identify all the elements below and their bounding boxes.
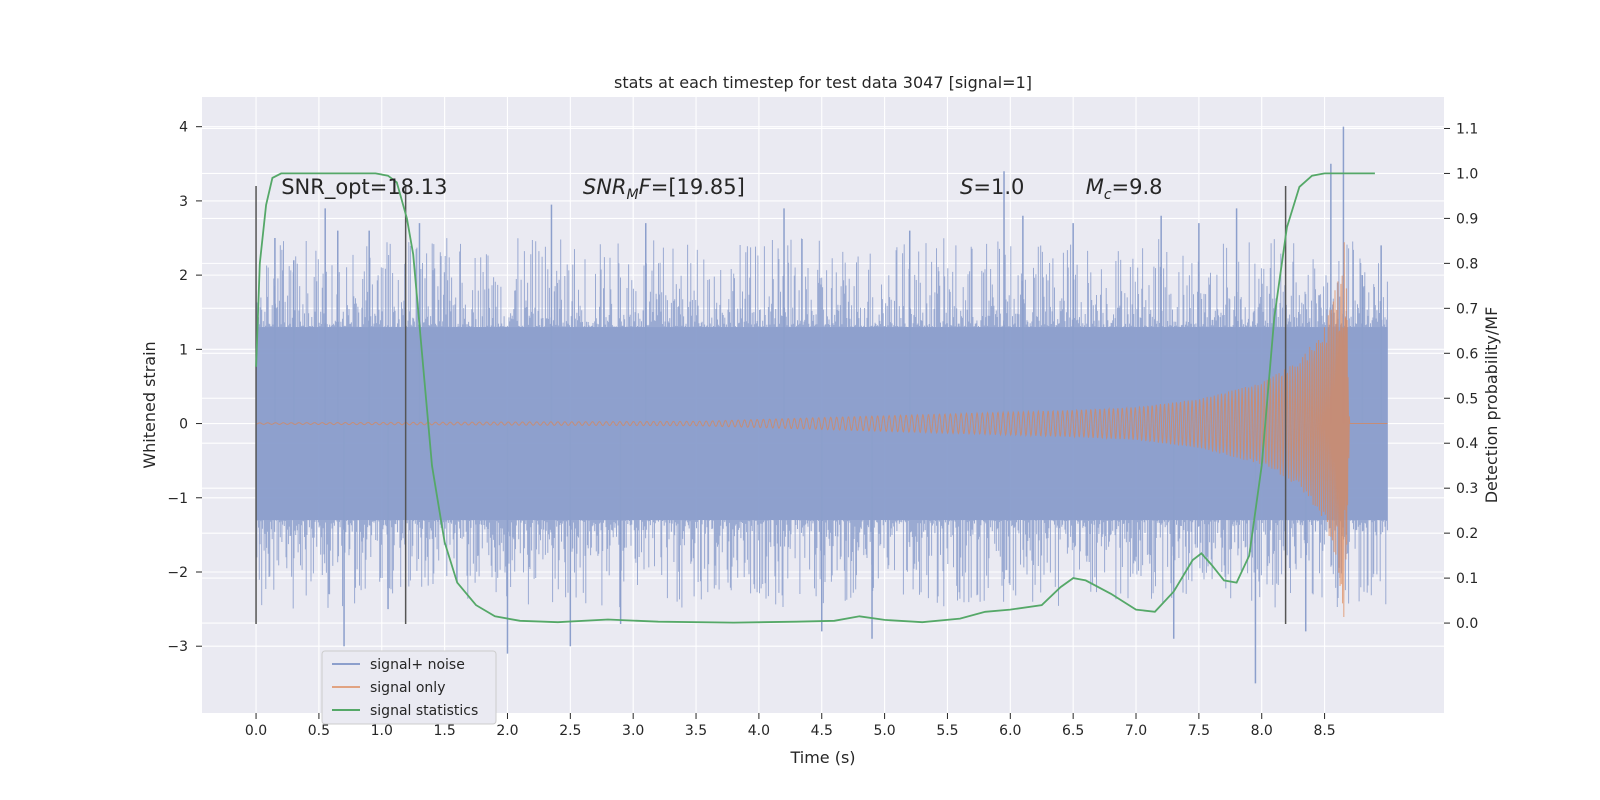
x-tick-label: 0.5 bbox=[308, 723, 330, 739]
series-signal-only bbox=[255, 242, 1388, 617]
y-left-tick-label: −2 bbox=[167, 565, 188, 581]
y-right-tick-label: 1.0 bbox=[1456, 166, 1478, 182]
y-right-axis-ticks: 0.0 0.1 0.2 0.3 0.4 0.5 0.6 0.7 0.8 0.9 1.0 1.1 bbox=[1444, 121, 1478, 632]
x-tick-label: 4.5 bbox=[811, 723, 833, 739]
annotation-snr-mf: SNRMF=[19.85] bbox=[583, 175, 745, 203]
y-left-tick-label: 4 bbox=[179, 120, 188, 136]
y-right-tick-label: 0.7 bbox=[1456, 301, 1478, 317]
x-tick-label: 8.0 bbox=[1251, 723, 1273, 739]
series-signal-statistics bbox=[255, 172, 1375, 624]
legend-label-signal-noise: signal+ noise bbox=[370, 657, 465, 673]
y-left-tick-label: 0 bbox=[179, 417, 188, 433]
x-tick-label: 0.0 bbox=[245, 723, 267, 739]
legend: signal+ noise signal only signal statist… bbox=[321, 650, 497, 725]
x-tick-label: 8.5 bbox=[1313, 723, 1335, 739]
x-axis-label: Time (s) bbox=[789, 748, 855, 767]
y-right-tick-label: 1.1 bbox=[1456, 121, 1478, 137]
y-left-tick-label: 2 bbox=[179, 268, 188, 284]
y-right-tick-label: 0.3 bbox=[1456, 481, 1478, 497]
y-right-tick-label: 0.4 bbox=[1456, 436, 1478, 452]
x-tick-label: 3.5 bbox=[685, 723, 707, 739]
chart-title: stats at each timestep for test data 304… bbox=[614, 73, 1032, 92]
y-right-tick-label: 0.2 bbox=[1456, 526, 1478, 542]
x-tick-label: 1.0 bbox=[371, 723, 393, 739]
y-right-tick-label: 0.8 bbox=[1456, 256, 1478, 272]
y-right-tick-label: 0.0 bbox=[1456, 616, 1478, 632]
x-tick-label: 3.0 bbox=[622, 723, 644, 739]
y-left-tick-label: 1 bbox=[179, 342, 188, 358]
legend-label-signal-only: signal only bbox=[370, 680, 445, 696]
legend-label-signal-statistics: signal statistics bbox=[370, 703, 478, 719]
x-tick-label: 2.5 bbox=[559, 723, 581, 739]
signal-statistics-line bbox=[255, 172, 1375, 624]
y-left-tick-label: −1 bbox=[167, 491, 188, 507]
y-right-tick-label: 0.1 bbox=[1456, 571, 1478, 587]
annotation-snr-opt: SNR_opt=18.13 bbox=[281, 175, 447, 200]
y-left-axis-label: Whitened strain bbox=[140, 341, 159, 468]
x-tick-label: 5.5 bbox=[936, 723, 958, 739]
y-left-axis-ticks: −3 −2 −1 0 1 2 3 4 bbox=[167, 120, 202, 655]
y-right-tick-label: 0.5 bbox=[1456, 391, 1478, 407]
annotations: SNR_opt=18.13 SNRMF=[19.85] S=1.0 Mc=9.8 bbox=[281, 175, 1162, 203]
x-tick-label: 7.5 bbox=[1188, 723, 1210, 739]
annotation-mc: Mc=9.8 bbox=[1086, 175, 1163, 203]
x-tick-label: 4.0 bbox=[748, 723, 770, 739]
x-axis-ticks: 0.0 0.5 1.0 1.5 2.0 2.5 3.0 3.5 4.0 4.5 5.0 5.5 6.0 6… bbox=[245, 713, 1336, 739]
signal-only-trace bbox=[255, 242, 1388, 617]
x-tick-label: 7.0 bbox=[1125, 723, 1147, 739]
vertical-markers bbox=[255, 186, 1287, 624]
legend-box bbox=[321, 650, 497, 725]
y-left-tick-label: −3 bbox=[167, 639, 188, 655]
y-left-tick-label: 3 bbox=[179, 194, 188, 210]
x-tick-label: 2.0 bbox=[496, 723, 518, 739]
x-tick-label: 6.0 bbox=[999, 723, 1021, 739]
y-right-tick-label: 0.9 bbox=[1456, 211, 1478, 227]
y-right-axis-label: Detection probability/MF bbox=[1482, 307, 1501, 504]
annotation-s: S=1.0 bbox=[960, 175, 1024, 199]
x-tick-label: 1.5 bbox=[433, 723, 455, 739]
y-right-tick-label: 0.6 bbox=[1456, 346, 1478, 362]
x-tick-label: 6.5 bbox=[1062, 723, 1084, 739]
x-tick-label: 5.0 bbox=[873, 723, 895, 739]
